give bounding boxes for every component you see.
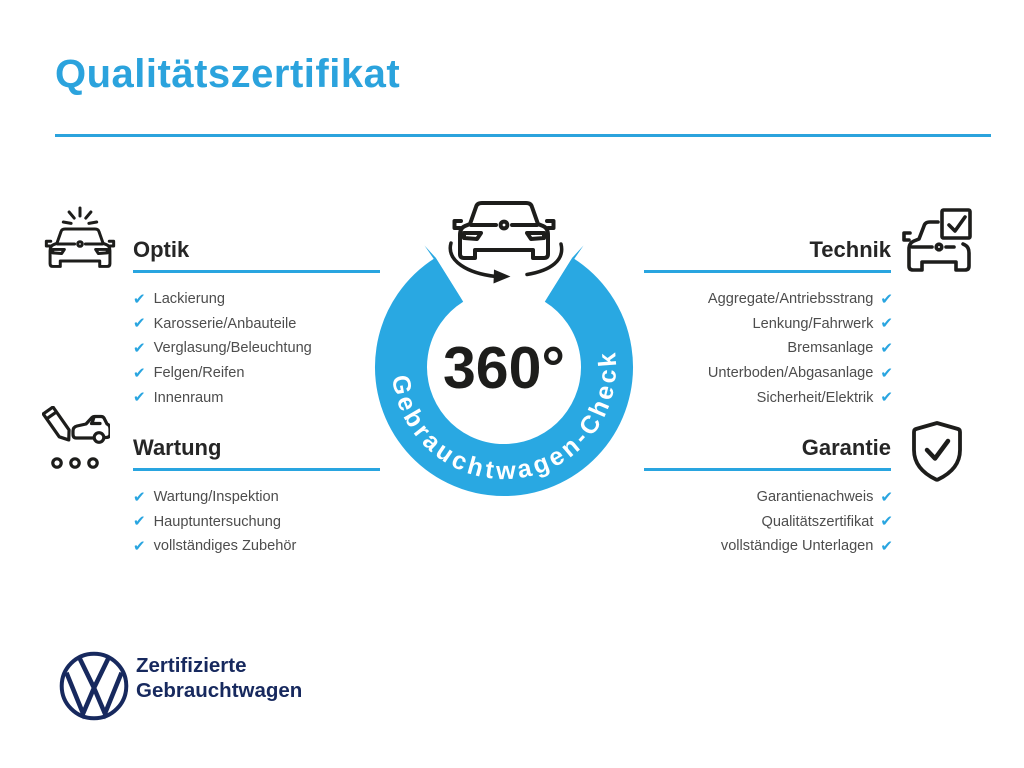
checklist-item-label: Unterboden/Abgasanlage [707,365,874,382]
section-underline [133,270,380,273]
check-icon: ✔ [880,488,893,506]
checklist-item: ✔ Innenraum [133,385,433,410]
check-icon: ✔ [133,488,146,506]
check-icon: ✔ [880,513,893,531]
checklist-item-label: Aggregate/Antriebsstrang [707,291,874,308]
checklist-item: Bremsanlage ✔ [593,336,893,361]
checklist-item: ✔ Verglasung/Beleuchtung [133,336,433,361]
checklist-item-label: Garantienachweis [756,489,874,506]
check-icon: ✔ [880,537,893,555]
checklist-garantie: Garantienachweis ✔ Qualitätszertifikat ✔ vol… [593,485,893,559]
check-icon: ✔ [880,315,893,333]
car-shine-icon [44,206,116,282]
checklist-item-label: Lenkung/Fahrwerk [752,315,874,332]
section-heading-garantie: Garantie [801,435,891,460]
section-underline [644,468,891,471]
checklist-item: ✔ Felgen/Reifen [133,361,433,386]
check-icon: ✔ [133,290,146,308]
brand-line-1: Zertifizierte [136,654,247,677]
check-icon: ✔ [133,389,146,407]
check-icon: ✔ [133,513,146,531]
checklist-item: Aggregate/Antriebsstrang ✔ [593,287,893,312]
section-heading-wartung: Wartung [133,435,222,460]
car-checkbox-icon [902,206,976,280]
checklist-optik: ✔ Lackierung ✔ Karosserie/Anbauteile ✔ Vergla… [133,287,433,410]
section-underline [644,270,891,273]
vw-logo [56,648,132,724]
checklist-item-label: Verglasung/Beleuchtung [153,340,312,357]
check-icon: ✔ [133,339,146,357]
checklist-wartung: ✔ Wartung/Inspektion ✔ Hauptuntersuchung ✔ vo… [133,485,433,559]
checklist-item: Garantienachweis ✔ [593,485,893,510]
section-underline [133,468,380,471]
checklist-item-label: Karosserie/Anbauteile [153,315,297,332]
checklist-technik: Aggregate/Antriebsstrang ✔ Lenkung/Fahrwer… [593,287,893,410]
brand-wordmark: Zertifizierte Gebrauchtwagen [136,654,302,703]
checklist-item: Qualitätszertifikat ✔ [593,510,893,535]
checklist-item-label: vollständiges Zubehör [153,538,297,555]
checklist-item: ✔ Karosserie/Anbauteile [133,312,433,337]
check-icon: ✔ [880,364,893,382]
check-icon: ✔ [880,290,893,308]
checklist-item: Unterboden/Abgasanlage ✔ [593,361,893,386]
checklist-item-label: vollständige Unterlagen [720,538,874,555]
header-divider [55,134,991,137]
section-heading-technik: Technik [809,237,891,262]
page-title: Qualitätszertifikat [55,52,401,96]
check-icon: ✔ [880,389,893,407]
checklist-item: vollständige Unterlagen ✔ [593,534,893,559]
checklist-item-label: Wartung/Inspektion [153,489,279,506]
checklist-item: ✔ Wartung/Inspektion [133,485,433,510]
check-icon: ✔ [133,537,146,555]
checklist-item-label: Felgen/Reifen [153,365,245,382]
checklist-item: Sicherheit/Elektrik ✔ [593,385,893,410]
section-heading-optik: Optik [133,237,190,262]
checklist-item: ✔ Lackierung [133,287,433,312]
check-icon: ✔ [133,364,146,382]
checklist-item-label: Hauptuntersuchung [153,513,281,530]
brand-line-2: Gebrauchtwagen [136,678,303,702]
checklist-item: ✔ Hauptuntersuchung [133,510,433,535]
checklist-item-label: Innenraum [153,389,224,406]
rotating-car-icon [448,202,564,284]
checklist-item-label: Lackierung [153,291,225,308]
checklist-item-label: Bremsanlage [787,340,874,357]
ring [375,245,633,496]
check-icon: ✔ [133,315,146,333]
shield-check-icon [910,420,964,484]
check-icon: ✔ [880,339,893,357]
checklist-item-label: Qualitätszertifikat [761,513,874,530]
checklist-item: Lenkung/Fahrwerk ✔ [593,312,893,337]
pencil-car-checklist-icon [42,406,110,474]
checklist-item-label: Sicherheit/Elektrik [756,389,874,406]
center-360-badge: Gebrauchtwagen-Check 360° [365,185,655,510]
360-degree-label: 360° [443,335,565,401]
checklist-item: ✔ vollständiges Zubehör [133,534,433,559]
